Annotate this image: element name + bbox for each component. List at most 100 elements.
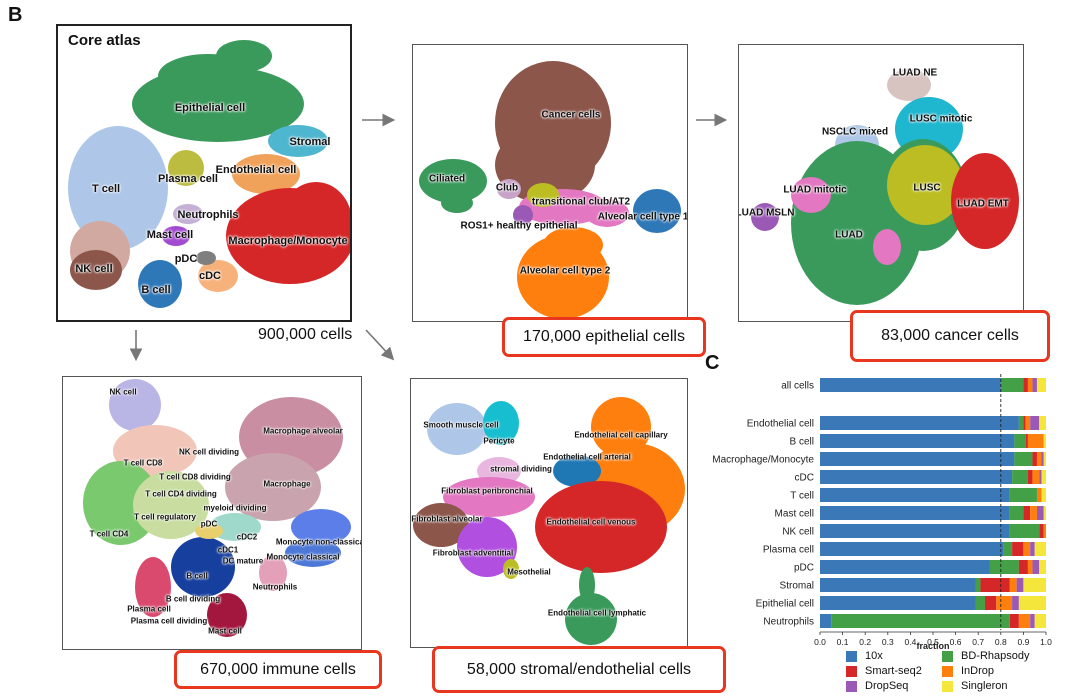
bar-segment — [1016, 578, 1024, 592]
bar-segment — [1023, 542, 1031, 556]
x-axis-label: fraction — [916, 641, 949, 650]
bar-segment — [820, 560, 990, 574]
category-label: Endothelial cell — [747, 419, 814, 430]
legend-item-singleron: Singleron — [942, 680, 1007, 692]
legend-label: Smart-seq2 — [865, 665, 922, 677]
cancer-label-lusc-mitotic: LUSC mitotic — [909, 113, 973, 125]
x-tick-label: 0.0 — [814, 637, 826, 647]
bar-segment — [1036, 488, 1042, 502]
bar-segment — [989, 560, 1019, 574]
imm-label-plasma: Plasma cell — [127, 604, 171, 614]
category-label: Stromal — [780, 581, 814, 592]
imm-label-plasma-div: Plasma cell dividing — [130, 616, 208, 626]
legend-item-10x: 10x — [846, 650, 883, 662]
immune-cell-count: 670,000 immune cells — [174, 650, 382, 689]
bar-segment — [1009, 506, 1024, 520]
bar-segment — [1027, 560, 1033, 574]
legend-swatch — [942, 665, 953, 677]
category-label: B cell — [790, 437, 814, 448]
imm-label-macro-alv: Macrophage alveolar — [263, 426, 343, 436]
bar-segment — [1036, 506, 1044, 520]
bar-segment — [820, 488, 1010, 502]
core-label-plasma: Plasma cell — [158, 173, 218, 185]
bar-segment — [820, 578, 976, 592]
imm-label-pdc: pDC — [200, 519, 218, 529]
cancer-label-lusc: LUSC — [913, 182, 941, 194]
bar-segment — [1027, 434, 1044, 448]
bar-segment — [1039, 416, 1046, 430]
bar-segment — [984, 596, 997, 610]
bar-segment — [1023, 578, 1046, 592]
imm-label-mast: Mast cell — [208, 626, 242, 636]
x-tick-label: 0.5 — [927, 637, 939, 647]
bar-segment — [1027, 378, 1033, 392]
imm-label-b-cell: B cell — [186, 571, 208, 581]
bar-segment — [1034, 614, 1046, 628]
bar-segment — [1043, 524, 1046, 538]
immune-umap: NK cell Macrophage alveolar NK cell divi… — [62, 376, 362, 650]
cancer-label-luad: LUAD — [835, 229, 863, 241]
bar-segment — [1014, 434, 1026, 448]
epi-label-cancer: Cancer cells — [541, 109, 601, 121]
category-label: Mast cell — [775, 509, 814, 520]
imm-label-neutrophils: Neutrophils — [252, 582, 298, 592]
imm-label-myeloid-div: myeloid dividing — [203, 503, 267, 513]
epithelial-scatter — [419, 61, 681, 319]
category-label: Plasma cell — [763, 545, 814, 556]
bar-segment — [1030, 614, 1035, 628]
cancer-label-luad-mitotic: LUAD mitotic — [783, 184, 847, 196]
imm-label-macrophage: Macrophage — [263, 479, 311, 489]
core-label-b-cell: B cell — [141, 284, 171, 296]
str-label-pericyte: Pericyte — [483, 436, 515, 446]
category-label: Macrophage/Monocyte — [712, 455, 814, 466]
core-label-stromal: Stromal — [289, 136, 331, 148]
core-label-pdc: pDC — [174, 253, 198, 265]
bar-segment — [1030, 542, 1035, 556]
bar-segment — [1032, 378, 1037, 392]
legend-swatch — [942, 680, 953, 692]
epi-label-at1: Alveolar cell type 1 — [597, 211, 688, 223]
str-label-ec-venous: Endothelial cell venous — [546, 517, 636, 527]
core-label-epithelial: Epithelial cell — [174, 102, 246, 114]
bar-segment — [820, 378, 1001, 392]
bar-segment — [1034, 542, 1046, 556]
bar-segment — [1032, 560, 1040, 574]
bar-segment — [1030, 506, 1037, 520]
core-atlas-umap: Core atlas Epithelial cell Stromal Endot… — [56, 24, 352, 322]
category-label: pDC — [794, 563, 814, 574]
epithelial-umap: Cancer cells Ciliated Club transitional … — [412, 44, 688, 322]
cancer-cell-count: 83,000 cancer cells — [850, 310, 1050, 362]
x-tick-label: 0.2 — [859, 637, 871, 647]
immune-scatter — [83, 379, 351, 637]
core-label-t-cell: T cell — [91, 183, 121, 195]
x-tick-label: 0.8 — [995, 637, 1007, 647]
core-label-mast: Mast cell — [146, 229, 194, 241]
core-label-cdc: cDC — [198, 270, 222, 282]
bar-segment — [1043, 452, 1046, 466]
bar-segment — [1009, 524, 1040, 538]
category-label: T cell — [790, 491, 814, 502]
legend-item-bd-rhapsody: BD-Rhapsody — [942, 650, 1029, 662]
cancer-label-nsclc-mixed: NSCLC mixed — [821, 126, 889, 138]
epithelial-cell-count: 170,000 epithelial cells — [502, 317, 706, 357]
core-label-endothelial: Endothelial cell — [215, 164, 297, 176]
bar-segment — [1003, 542, 1013, 556]
bar-segment — [1030, 416, 1040, 430]
imm-label-cd4-div: T cell CD4 dividing — [145, 489, 217, 499]
bar-segment — [820, 596, 976, 610]
x-tick-label: 0.7 — [972, 637, 984, 647]
legend-swatch — [846, 665, 857, 677]
imm-label-cdc2: cDC2 — [236, 532, 258, 542]
stromal-umap: Smooth muscle cell Pericyte Endothelial … — [410, 378, 688, 648]
cancer-label-luad-ne: LUAD NE — [892, 67, 938, 79]
bar-segment — [1041, 488, 1046, 502]
legend-swatch — [942, 650, 953, 662]
technology-fraction-chart: all cells Endothelial cell B cell Macrophag… — [712, 374, 1052, 650]
cancer-label-luad-emt: LUAD EMT — [957, 198, 1009, 210]
x-tick-label: 1.0 — [1040, 637, 1052, 647]
stromal-scatter — [413, 397, 685, 645]
legend-item-smart-seq2: Smart-seq2 — [846, 665, 922, 677]
bar-segment — [1043, 506, 1046, 520]
bar-segment — [820, 416, 1019, 430]
category-label: all cells — [781, 381, 814, 392]
